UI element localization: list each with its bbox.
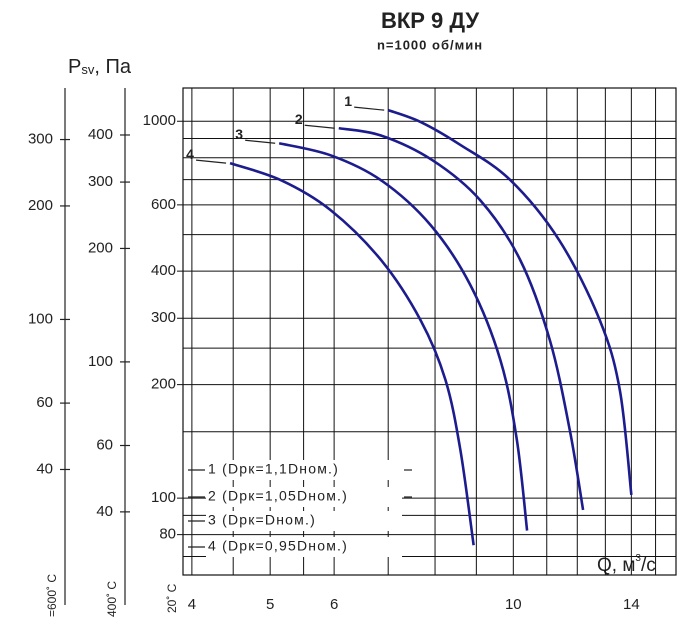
y-label-symbol: P [68, 56, 81, 78]
extra-axis-tick-label: 300 [28, 131, 53, 148]
x-tick-label: 5 [266, 596, 274, 613]
legend-bg [206, 460, 402, 480]
legend-bg [206, 487, 402, 507]
extra-axis-tick-label: 40 [96, 503, 113, 520]
x-label-unit: /с [641, 555, 656, 576]
y-axis-label: Psv, Па [68, 56, 132, 78]
y-tick-label: 300 [151, 309, 176, 326]
y-label-sub: sv [81, 62, 95, 77]
y-tick-label: 1000 [143, 112, 176, 129]
curve-leader [245, 139, 276, 144]
y-tick-label: 400 [151, 262, 176, 279]
legend-entry: 4 (Dрк=0,95Dном.) [208, 538, 348, 554]
y-tick-label: 100 [151, 489, 176, 506]
x-label-sup: 3 [635, 553, 641, 564]
extra-axis-tick-label: 200 [88, 239, 113, 256]
y-label-unit: , Па [94, 56, 131, 78]
legend-bg [206, 511, 402, 531]
curve-label: 2 [295, 111, 303, 127]
plot-frame [182, 87, 677, 576]
chart-subtitle: n=1000 об/мин [377, 37, 483, 52]
extra-axis-temp: 400˚ C [105, 581, 119, 617]
legend-entry: 1 (Dрк=1,1Dном.) [208, 461, 339, 477]
curve-label: 3 [235, 126, 243, 142]
y-tick-label: 80 [159, 526, 176, 543]
extra-axis-tick-label: 100 [28, 310, 53, 327]
y-axis-temp: 20˚ C [165, 583, 179, 613]
extra-axis-tick-label: 60 [36, 394, 53, 411]
curve-label: 1 [344, 93, 352, 109]
extra-axis-tick-label: 200 [28, 197, 53, 214]
curve [229, 161, 475, 546]
x-tick-label: 4 [188, 596, 196, 613]
curve [278, 141, 529, 531]
chart-title: ВКР 9 ДУ [381, 8, 479, 33]
legend-entry: 3 (Dрк=Dном.) [208, 512, 316, 528]
extra-axis-temp: =600˚ C [45, 574, 59, 617]
curve-leader [304, 124, 335, 129]
extra-axis-tick-label: 100 [88, 353, 113, 370]
curve-leader [196, 159, 227, 164]
x-tick-label: 6 [330, 596, 338, 613]
x-label-symbol: Q, м [597, 555, 635, 576]
curve [338, 126, 585, 511]
extra-axis-tick-label: 300 [88, 173, 113, 190]
extra-axis-tick-label: 60 [96, 436, 113, 453]
curve-label: 4 [186, 146, 194, 162]
y-tick-label: 200 [151, 376, 176, 393]
legend-bg [206, 537, 402, 557]
legend-entry: 2 (Dрк=1,05Dном.) [208, 488, 348, 504]
extra-axis-tick-label: 400 [88, 126, 113, 143]
curve [387, 108, 633, 495]
x-tick-label: 14 [623, 596, 640, 613]
curve-leader [354, 106, 385, 111]
x-tick-label: 10 [505, 596, 522, 613]
y-tick-label: 600 [151, 196, 176, 213]
extra-axis-tick-label: 40 [36, 460, 53, 477]
x-axis-label: Q, м3/с [597, 553, 656, 576]
